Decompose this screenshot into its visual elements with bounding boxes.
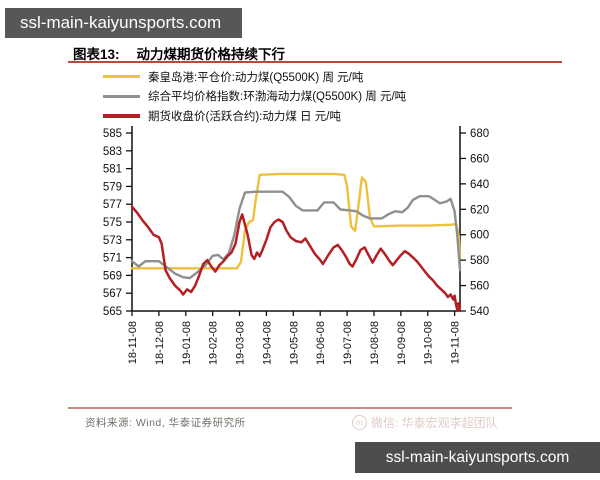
x-axis-label: 19-10-08 xyxy=(423,321,435,365)
left-axis-label: 567 xyxy=(103,288,122,300)
right-axis-label: 540 xyxy=(470,306,489,318)
watermark-banner-top: ssl-main-kaiyunsports.com xyxy=(5,8,242,38)
x-axis-label: 18-11-08 xyxy=(127,321,139,364)
team-watermark-text: 微信: 华泰宏观李超团队 xyxy=(371,416,498,430)
x-axis-label: 19-06-08 xyxy=(315,321,327,365)
source-note: 资料来源: Wind, 华泰证券研究所 xyxy=(85,417,246,429)
right-axis-label: 580 xyxy=(470,255,489,267)
chart-legend: 秦皇岛港:平仓价:动力煤(Q5500K) 周 元/吨综合平均价格指数:环渤海动力… xyxy=(103,67,406,126)
left-axis-label: 579 xyxy=(103,181,122,193)
figure-label: 图表13: xyxy=(73,47,120,62)
legend-item-1: 综合平均价格指数:环渤海动力煤(Q5500K) 周 元/吨 xyxy=(103,87,406,107)
right-axis-label: 660 xyxy=(470,153,489,165)
left-axis-label: 577 xyxy=(103,199,122,211)
footer-divider xyxy=(68,407,512,409)
title-divider xyxy=(68,61,562,63)
axis-frame xyxy=(131,126,461,312)
right-axis-label: 560 xyxy=(470,281,489,293)
legend-label: 综合平均价格指数:环渤海动力煤(Q5500K) 周 元/吨 xyxy=(148,91,407,104)
legend-item-2: 期货收盘价(活跃合约):动力煤 日 元/吨 xyxy=(103,106,406,126)
right-axis-label: 640 xyxy=(470,179,489,191)
figure-title: 动力煤期货价格持续下行 xyxy=(136,47,286,62)
right-axis-label: 600 xyxy=(470,230,489,242)
x-axis-label: 19-01-08 xyxy=(181,321,193,365)
right-axis-label: 680 xyxy=(470,128,489,140)
legend-label: 秦皇岛港:平仓价:动力煤(Q5500K) 周 元/吨 xyxy=(148,71,364,84)
x-axis-label: 19-04-08 xyxy=(261,321,273,365)
left-axis-label: 569 xyxy=(103,270,122,282)
team-watermark: m 微信: 华泰宏观李超团队 xyxy=(352,414,498,431)
x-axis-label: 19-07-08 xyxy=(342,321,354,365)
x-axis-label: 18-12-08 xyxy=(154,321,166,365)
left-axis-label: 585 xyxy=(103,128,122,140)
watermark-banner-bottom: ssl-main-kaiyunsports.com xyxy=(355,442,600,473)
banner-top-text: ssl-main-kaiyunsports.com xyxy=(20,13,222,32)
banner-bottom-text: ssl-main-kaiyunsports.com xyxy=(385,448,570,466)
x-axis-label: 19-08-08 xyxy=(369,321,381,365)
left-axis-label: 571 xyxy=(103,253,122,265)
legend-item-0: 秦皇岛港:平仓价:动力煤(Q5500K) 周 元/吨 xyxy=(103,67,406,87)
right-axis-label: 620 xyxy=(470,204,489,216)
series-line-1 xyxy=(130,190,462,280)
legend-label: 期货收盘价(活跃合约):动力煤 日 元/吨 xyxy=(148,110,341,123)
x-axis-label: 19-11-08 xyxy=(450,321,462,364)
x-axis-label: 19-09-08 xyxy=(396,321,408,365)
left-axis-label: 581 xyxy=(103,164,122,176)
legend-swatch xyxy=(103,75,140,79)
figure-title-row: 图表13: 动力煤期货价格持续下行 xyxy=(73,43,285,63)
left-axis-label: 583 xyxy=(103,146,122,158)
series-line-2 xyxy=(130,205,462,313)
left-axis-label: 573 xyxy=(103,235,122,247)
x-axis-label: 19-03-08 xyxy=(235,321,247,365)
wechat-logo-icon: m xyxy=(352,415,367,430)
left-axis-label: 565 xyxy=(103,306,122,318)
left-axis-label: 575 xyxy=(103,217,122,229)
legend-swatch xyxy=(103,113,140,118)
legend-swatch xyxy=(103,94,140,98)
x-axis-label: 19-05-08 xyxy=(288,321,300,365)
x-axis-label: 19-02-08 xyxy=(208,321,220,365)
